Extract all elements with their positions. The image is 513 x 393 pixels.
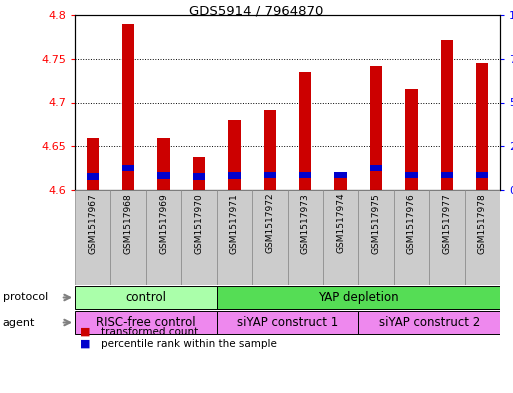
Bar [370,165,382,171]
Bar [394,190,429,285]
Text: GSM1517972: GSM1517972 [265,193,274,253]
Text: GSM1517978: GSM1517978 [478,193,487,253]
Bar [216,311,359,334]
Bar [429,190,465,285]
Text: protocol: protocol [3,292,48,303]
Text: agent: agent [3,318,35,327]
Text: percentile rank within the sample: percentile rank within the sample [101,339,277,349]
Text: ■: ■ [80,327,91,337]
Text: transformed count: transformed count [101,327,198,337]
Bar [110,190,146,285]
Bar [122,24,134,190]
Bar [216,190,252,285]
Text: GSM1517967: GSM1517967 [88,193,97,253]
Bar [264,172,276,178]
Bar [323,190,359,285]
Bar [299,72,311,190]
Bar [75,286,216,309]
Text: GSM1517969: GSM1517969 [159,193,168,253]
Bar [122,165,134,171]
Bar [334,173,347,190]
Text: GSM1517970: GSM1517970 [194,193,204,253]
Text: GSM1517974: GSM1517974 [336,193,345,253]
Text: GSM1517968: GSM1517968 [124,193,133,253]
Bar [216,286,500,309]
Bar [252,190,287,285]
Bar [441,40,453,190]
Text: control: control [125,291,166,304]
Text: GSM1517977: GSM1517977 [442,193,451,253]
Bar [334,172,347,178]
Bar [359,311,500,334]
Bar [287,190,323,285]
Text: GSM1517976: GSM1517976 [407,193,416,253]
Bar [476,172,488,178]
Text: RISC-free control: RISC-free control [96,316,195,329]
Text: ■: ■ [80,339,91,349]
Bar [441,172,453,178]
Text: GSM1517975: GSM1517975 [371,193,381,253]
Bar [193,157,205,190]
Bar [405,89,418,190]
Bar [228,120,241,190]
Bar [75,311,216,334]
Bar [157,138,170,190]
Text: siYAP construct 2: siYAP construct 2 [379,316,480,329]
Bar [228,173,241,179]
Bar [87,138,99,190]
Bar [405,172,418,178]
Text: GDS5914 / 7964870: GDS5914 / 7964870 [189,5,324,18]
Text: GSM1517973: GSM1517973 [301,193,310,253]
Bar [157,173,170,179]
Bar [146,190,181,285]
Bar [193,173,205,180]
Bar [264,110,276,190]
Bar [75,190,110,285]
Text: siYAP construct 1: siYAP construct 1 [237,316,338,329]
Bar [181,190,216,285]
Bar [359,190,394,285]
Text: GSM1517971: GSM1517971 [230,193,239,253]
Bar [299,172,311,178]
Text: YAP depletion: YAP depletion [318,291,399,304]
Bar [370,66,382,190]
Bar [476,63,488,190]
Bar [465,190,500,285]
Bar [87,173,99,180]
